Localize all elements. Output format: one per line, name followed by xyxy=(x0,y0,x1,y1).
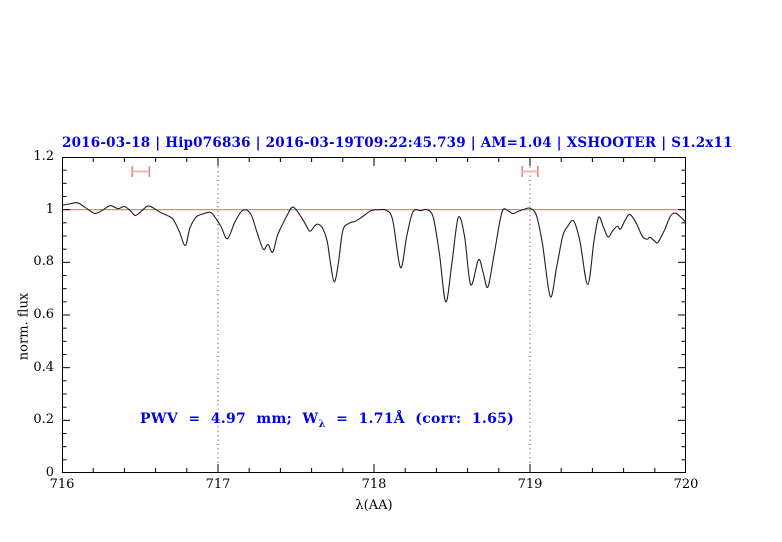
pwv-annotation-subscript: λ xyxy=(318,418,326,430)
pwv-annotation-text: PWV = 4.97 mm; W xyxy=(140,411,319,427)
x-tick-label: 718 xyxy=(361,477,387,492)
y-tick-label: 1 xyxy=(45,201,54,217)
axis-ticks xyxy=(62,157,686,473)
plot-title: 2016-03-18 | Hip076836 | 2016-03-19T09:2… xyxy=(62,135,733,151)
x-tick-label: 717 xyxy=(205,477,231,492)
spectrum-line xyxy=(62,202,686,303)
y-tick-label: 0.8 xyxy=(33,254,54,270)
x-tick-label: 720 xyxy=(673,477,699,492)
x-tick-label: 716 xyxy=(49,477,75,492)
y-tick-label: 1.2 xyxy=(33,149,54,164)
bandwidth-markers xyxy=(131,165,539,178)
pwv-annotation: PWV = 4.97 mm; Wλ = 1.71Å (corr: 1.65) xyxy=(140,411,514,430)
x-tick-label: 719 xyxy=(517,477,543,492)
y-tick-label: 0.4 xyxy=(33,359,54,375)
pwv-annotation-text: = 1.71Å (corr: 1.65) xyxy=(325,411,515,427)
x-axis-label: λ(AA) xyxy=(355,498,393,513)
y-tick-label: 0 xyxy=(45,465,54,480)
plot-frame xyxy=(62,157,686,473)
y-tick-label: 0.6 xyxy=(33,307,54,322)
spectrum-chart xyxy=(62,157,686,473)
y-tick-label: 0.2 xyxy=(33,412,54,428)
